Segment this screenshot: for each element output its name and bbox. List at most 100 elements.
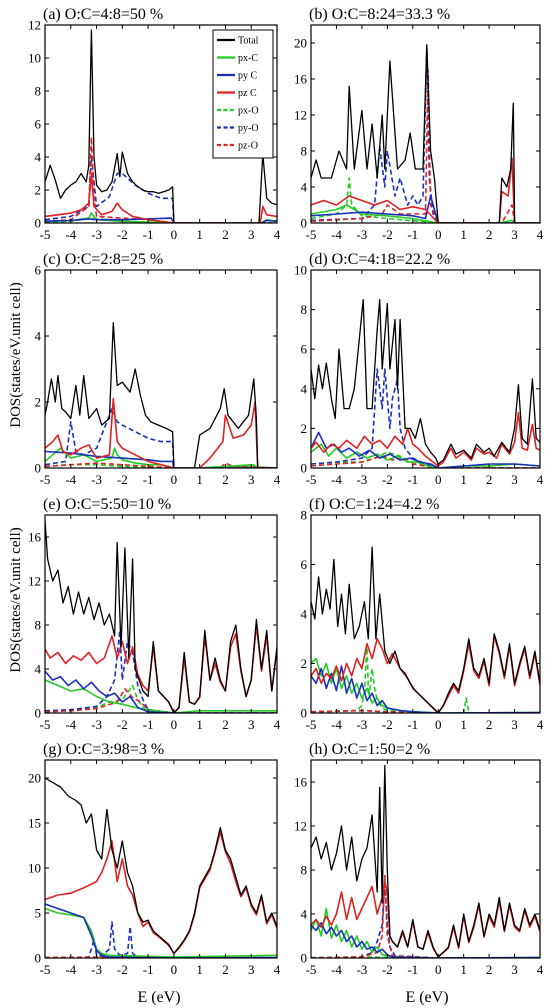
y-tick-label: 10 xyxy=(28,861,41,876)
y-tick-label: 8 xyxy=(35,84,42,99)
x-tick-label: 1 xyxy=(460,717,467,732)
x-tick-label: -4 xyxy=(331,962,342,977)
series-group xyxy=(45,29,277,223)
x-tick-label: 4 xyxy=(274,227,281,242)
y-tick-label: 16 xyxy=(294,775,308,790)
x-tick-label: -2 xyxy=(117,227,128,242)
y-tick-label: 6 xyxy=(301,557,308,572)
x-tick-label: 1 xyxy=(460,962,467,977)
x-tick-label: -3 xyxy=(91,962,102,977)
x-tick-label: -2 xyxy=(382,472,393,487)
y-axis-label-top: DOS(states/eV.unit cell) xyxy=(8,282,24,428)
legend-label: py C xyxy=(238,71,258,82)
x-tick-label: 0 xyxy=(171,472,178,487)
y-tick-label: 4 xyxy=(301,180,308,195)
y-tick-label: 10 xyxy=(294,263,307,278)
series-group xyxy=(311,299,540,468)
x-tick-label: -3 xyxy=(91,472,102,487)
series-line-px-C xyxy=(45,679,277,713)
x-tick-label: -3 xyxy=(356,962,367,977)
y-tick-label: 20 xyxy=(28,771,41,786)
x-tick-label: -1 xyxy=(407,962,418,977)
series-line-py-C xyxy=(45,670,277,713)
x-tick-label: -1 xyxy=(407,717,418,732)
x-tick-label: 0 xyxy=(171,227,178,242)
x-tick-label: 1 xyxy=(196,962,203,977)
series-line-Total xyxy=(311,299,540,465)
y-tick-label: 0 xyxy=(35,461,42,476)
x-tick-label: 4 xyxy=(537,472,544,487)
x-tick-label: 0 xyxy=(435,227,442,242)
series-group xyxy=(45,777,277,958)
series-line-Total xyxy=(45,322,277,468)
x-tick-label: -5 xyxy=(40,962,51,977)
x-tick-label: -1 xyxy=(143,717,154,732)
x-tick-label: -5 xyxy=(40,472,51,487)
panel-6: -5 -4 -3 -2 -1 0 1 2 3 4 0 5 10 15 20(g) O:C=3:98=3 % xyxy=(28,741,281,977)
y-tick-label: 0 xyxy=(301,706,308,721)
legend-label: pz-O xyxy=(238,141,258,152)
x-tick-label: 0 xyxy=(171,962,178,977)
series-line-py-O xyxy=(45,156,277,223)
y-tick-label: 8 xyxy=(301,508,308,523)
x-tick-label: -4 xyxy=(331,472,342,487)
y-tick-label: 20 xyxy=(294,36,307,51)
y-tick-label: 8 xyxy=(301,144,308,159)
series-group xyxy=(311,764,540,958)
x-tick-label: -2 xyxy=(117,717,128,732)
series-line-Total xyxy=(45,520,277,713)
x-tick-label: 0 xyxy=(435,962,442,977)
series-line-py-O xyxy=(311,368,540,468)
x-tick-label: -2 xyxy=(382,962,393,977)
series-line-pz-O xyxy=(45,956,277,958)
y-tick-label: 0 xyxy=(35,951,42,966)
series-line-px-O xyxy=(311,642,540,713)
x-tick-label: 1 xyxy=(460,472,467,487)
x-tick-label: -3 xyxy=(356,717,367,732)
panel-title: (b) O:C=8:24=33.3 % xyxy=(309,6,450,23)
y-tick-label: 16 xyxy=(28,530,42,545)
panel-title: (d) O:C=4:18=22.2 % xyxy=(309,251,450,268)
x-tick-label: 0 xyxy=(435,472,442,487)
series-group xyxy=(311,546,540,713)
y-tick-label: 2 xyxy=(35,183,42,198)
x-tick-label: 2 xyxy=(222,962,229,977)
x-tick-label: -1 xyxy=(143,227,154,242)
series-line-px-O xyxy=(311,177,540,223)
legend-box xyxy=(212,29,274,159)
x-tick-label: 3 xyxy=(248,472,255,487)
x-axis-label-right: E (eV) xyxy=(405,989,448,1006)
x-axis-label-left: E (eV) xyxy=(137,989,180,1006)
y-tick-label: 4 xyxy=(35,662,42,677)
x-tick-label: 2 xyxy=(222,717,229,732)
y-tick-label: 10 xyxy=(28,51,41,66)
x-tick-label: -4 xyxy=(65,717,76,732)
x-tick-label: -4 xyxy=(331,227,342,242)
x-tick-label: -1 xyxy=(407,227,418,242)
x-tick-label: 2 xyxy=(486,472,493,487)
x-tick-label: 4 xyxy=(537,717,544,732)
panel-title: (h) O:C=1:50=2 % xyxy=(309,741,430,758)
y-tick-label: 4 xyxy=(301,907,308,922)
series-line-pz-C xyxy=(45,172,277,223)
y-tick-label: 4 xyxy=(301,381,308,396)
plot-frame xyxy=(44,759,278,959)
x-tick-label: -5 xyxy=(40,227,51,242)
x-tick-label: 4 xyxy=(274,717,281,732)
x-tick-label: -4 xyxy=(65,962,76,977)
x-tick-label: -2 xyxy=(382,227,393,242)
y-tick-label: 12 xyxy=(28,18,41,33)
y-tick-label: 5 xyxy=(35,906,42,921)
x-tick-label: 3 xyxy=(248,227,255,242)
x-tick-label: 2 xyxy=(486,962,493,977)
series-line-px-C xyxy=(45,907,277,958)
x-tick-label: 0 xyxy=(171,717,178,732)
legend-label: px-C xyxy=(238,53,258,64)
y-tick-label: 4 xyxy=(301,607,308,622)
y-tick-label: 4 xyxy=(35,329,42,344)
x-tick-label: -3 xyxy=(91,227,102,242)
series-line-Total xyxy=(45,29,277,223)
y-tick-label: 16 xyxy=(294,72,308,87)
